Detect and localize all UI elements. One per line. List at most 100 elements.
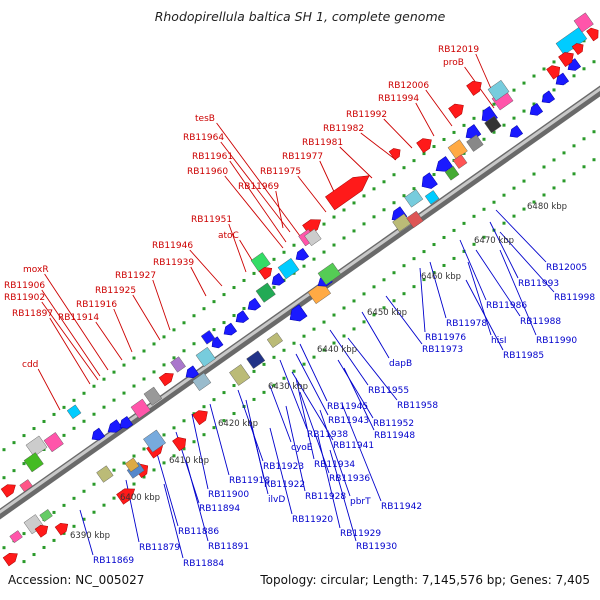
- tick-dot: [412, 285, 416, 289]
- reverse-leader-line: [299, 391, 330, 474]
- gene-arrow: [0, 484, 16, 498]
- reverse-gene-label: RB11993: [518, 279, 559, 289]
- reverse-gene-label: RB11934: [314, 460, 355, 470]
- gene-feature: [447, 139, 468, 160]
- tick-dot: [222, 293, 226, 297]
- tick-dot: [522, 179, 526, 183]
- gene-arrow: [546, 65, 561, 80]
- tick-dot: [202, 433, 206, 437]
- tick-dot: [172, 328, 176, 332]
- tick-dot: [332, 313, 336, 317]
- tick-dot: [62, 433, 66, 437]
- reverse-leader-line: [489, 221, 519, 279]
- gene-arrow: [223, 322, 238, 336]
- forward-gene-label: RB11906: [4, 281, 45, 291]
- gene-block: [452, 154, 468, 169]
- tick-dot: [502, 193, 506, 197]
- tick-dot: [462, 123, 466, 127]
- forward-gene-label: RB11982: [323, 124, 364, 134]
- gene-block: [317, 262, 342, 285]
- reverse-gene-label: RB11948: [374, 431, 415, 441]
- tick-dot: [362, 292, 366, 296]
- gene-block: [39, 509, 53, 522]
- reverse-leader-line: [337, 359, 374, 419]
- tick-dot: [22, 532, 26, 536]
- tick-dot: [422, 152, 426, 156]
- gene-arrow: [247, 297, 262, 311]
- gene-arrow: [192, 410, 208, 426]
- tick-dot: [502, 123, 506, 127]
- reverse-gene-labels: RB12005 RB11993 RB11998 RB11986 RB11988 RB119…: [93, 263, 595, 569]
- forward-leader-line: [132, 294, 161, 341]
- gene-feature: [307, 281, 332, 305]
- tick-dot: [582, 165, 586, 169]
- gene-arrow: [158, 373, 174, 387]
- tick-dot: [282, 348, 286, 352]
- gene-feature: [195, 346, 216, 367]
- tick-dot: [12, 441, 16, 445]
- reverse-leader-line: [279, 359, 308, 430]
- tick-dot: [492, 130, 496, 134]
- reverse-leader-line: [343, 367, 375, 431]
- forward-leader-line: [113, 308, 133, 353]
- gene-feature: [435, 156, 453, 172]
- reverse-gene-label: ilvD: [268, 495, 285, 505]
- reverse-leader-line: [419, 267, 426, 333]
- gene-feature: [317, 262, 342, 285]
- forward-gene-labels: RB12019 proB RB12006 RB11994 RB11992 RB11982 R…: [4, 45, 479, 370]
- reverse-gene-label: RB11879: [139, 543, 180, 553]
- tick-dot: [562, 151, 566, 155]
- tick-dot: [572, 74, 576, 78]
- tick-dot: [312, 257, 316, 261]
- tick-dot: [412, 187, 416, 191]
- tick-dot: [82, 391, 86, 395]
- tick-dot: [242, 306, 246, 310]
- gene-block: [170, 356, 186, 373]
- tick-dot: [22, 462, 26, 466]
- gene-feature: [541, 90, 556, 104]
- genome-backbone: [0, 85, 600, 520]
- kbp-tick-label: 6430 kbp: [268, 382, 308, 392]
- forward-leader-line: [425, 89, 453, 127]
- reverse-gene-label: RB11928: [305, 492, 346, 502]
- tick-dot: [82, 419, 86, 423]
- tick-dot: [572, 172, 576, 176]
- kbp-tick-label: 6410 kbp: [169, 456, 209, 466]
- tick-dot: [562, 179, 566, 183]
- tick-dot: [62, 405, 66, 409]
- gene-feature: [9, 530, 23, 544]
- tick-dot: [442, 137, 446, 141]
- reverse-gene-label: RB11918: [229, 476, 270, 486]
- gene-feature: [509, 125, 524, 138]
- reverse-leader-line: [347, 337, 398, 401]
- gene-feature: [255, 282, 276, 303]
- tick-dot: [12, 469, 16, 473]
- gene-block: [277, 257, 300, 280]
- gene-block: [255, 282, 276, 303]
- forward-gene-label: RB12006: [388, 81, 429, 91]
- gene-block: [424, 190, 440, 205]
- tick-dot: [232, 314, 236, 318]
- tick-dot: [342, 334, 346, 338]
- tick-dot: [442, 263, 446, 267]
- reverse-gene-label: RB11973: [422, 345, 463, 355]
- forward-gene-label: RB11992: [346, 110, 387, 120]
- reverse-gene-label: RB11891: [208, 542, 249, 552]
- tick-dot: [72, 398, 76, 402]
- reverse-leader-line: [163, 483, 184, 559]
- forward-leader-line: [229, 160, 287, 243]
- tick-dot: [352, 327, 356, 331]
- tick-dot: [332, 341, 336, 345]
- reverse-gene-label: RB11945: [327, 402, 368, 412]
- forward-gene-label: proB: [443, 58, 464, 68]
- forward-gene-label: RB11897: [12, 309, 53, 319]
- tick-dot: [262, 362, 266, 366]
- forward-leader-line: [41, 289, 101, 377]
- gene-arrow: [435, 156, 453, 172]
- tick-dot: [592, 130, 596, 134]
- reverse-leader-line: [329, 329, 369, 386]
- tick-dot: [352, 201, 356, 205]
- tick-dot: [142, 377, 146, 381]
- tick-dot: [382, 180, 386, 184]
- accession-text: Accession: NC_005027: [8, 573, 145, 587]
